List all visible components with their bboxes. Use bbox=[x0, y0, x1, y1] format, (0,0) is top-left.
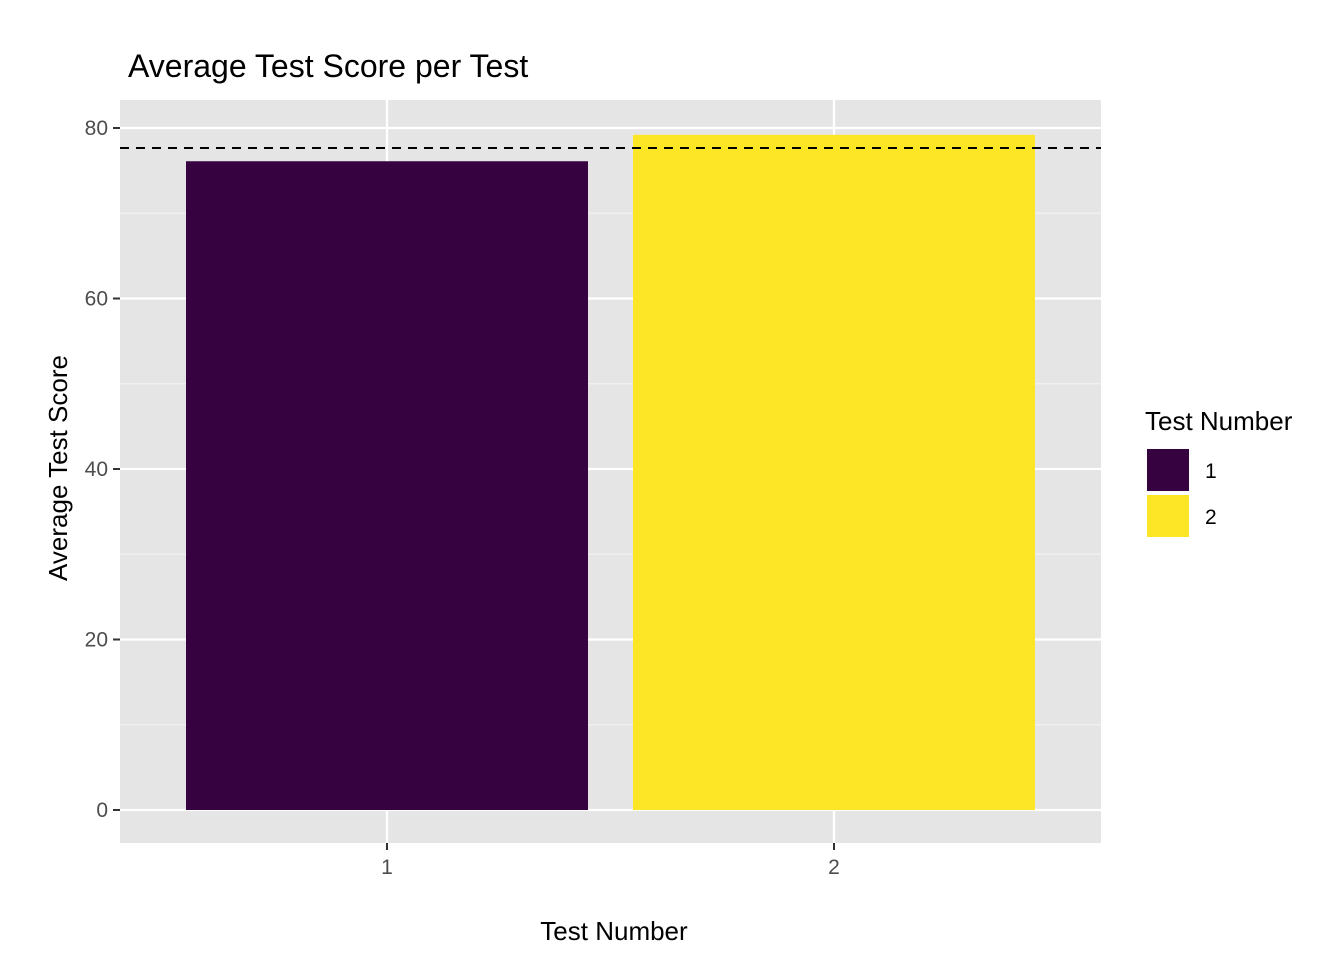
legend-title: Test Number bbox=[1145, 406, 1293, 436]
legend-swatch-2 bbox=[1145, 493, 1191, 539]
y-tick-label: 80 bbox=[85, 117, 108, 140]
legend-label-2: 2 bbox=[1205, 506, 1217, 529]
x-tick-label: 1 bbox=[381, 856, 393, 879]
y-axis-label: Average Test Score bbox=[43, 355, 73, 581]
y-axis: 0 20 40 60 80 bbox=[85, 117, 120, 822]
plot-panel bbox=[120, 100, 1101, 843]
legend: Test Number 12 bbox=[1145, 406, 1293, 539]
y-tick-label: 40 bbox=[85, 458, 108, 481]
y-tick-label: 20 bbox=[85, 629, 108, 652]
legend-swatch-1 bbox=[1145, 447, 1191, 493]
chart-title: Average Test Score per Test bbox=[128, 48, 528, 84]
bar-test-1 bbox=[186, 161, 588, 810]
legend-items: 12 bbox=[1145, 447, 1217, 539]
y-tick-label: 0 bbox=[96, 799, 108, 822]
bar-test-2 bbox=[633, 134, 1035, 810]
legend-label-1: 1 bbox=[1205, 460, 1217, 483]
x-axis-label: Test Number bbox=[540, 916, 688, 946]
x-tick-label: 2 bbox=[828, 856, 840, 879]
y-tick-label: 60 bbox=[85, 288, 108, 311]
bars bbox=[186, 134, 1035, 810]
